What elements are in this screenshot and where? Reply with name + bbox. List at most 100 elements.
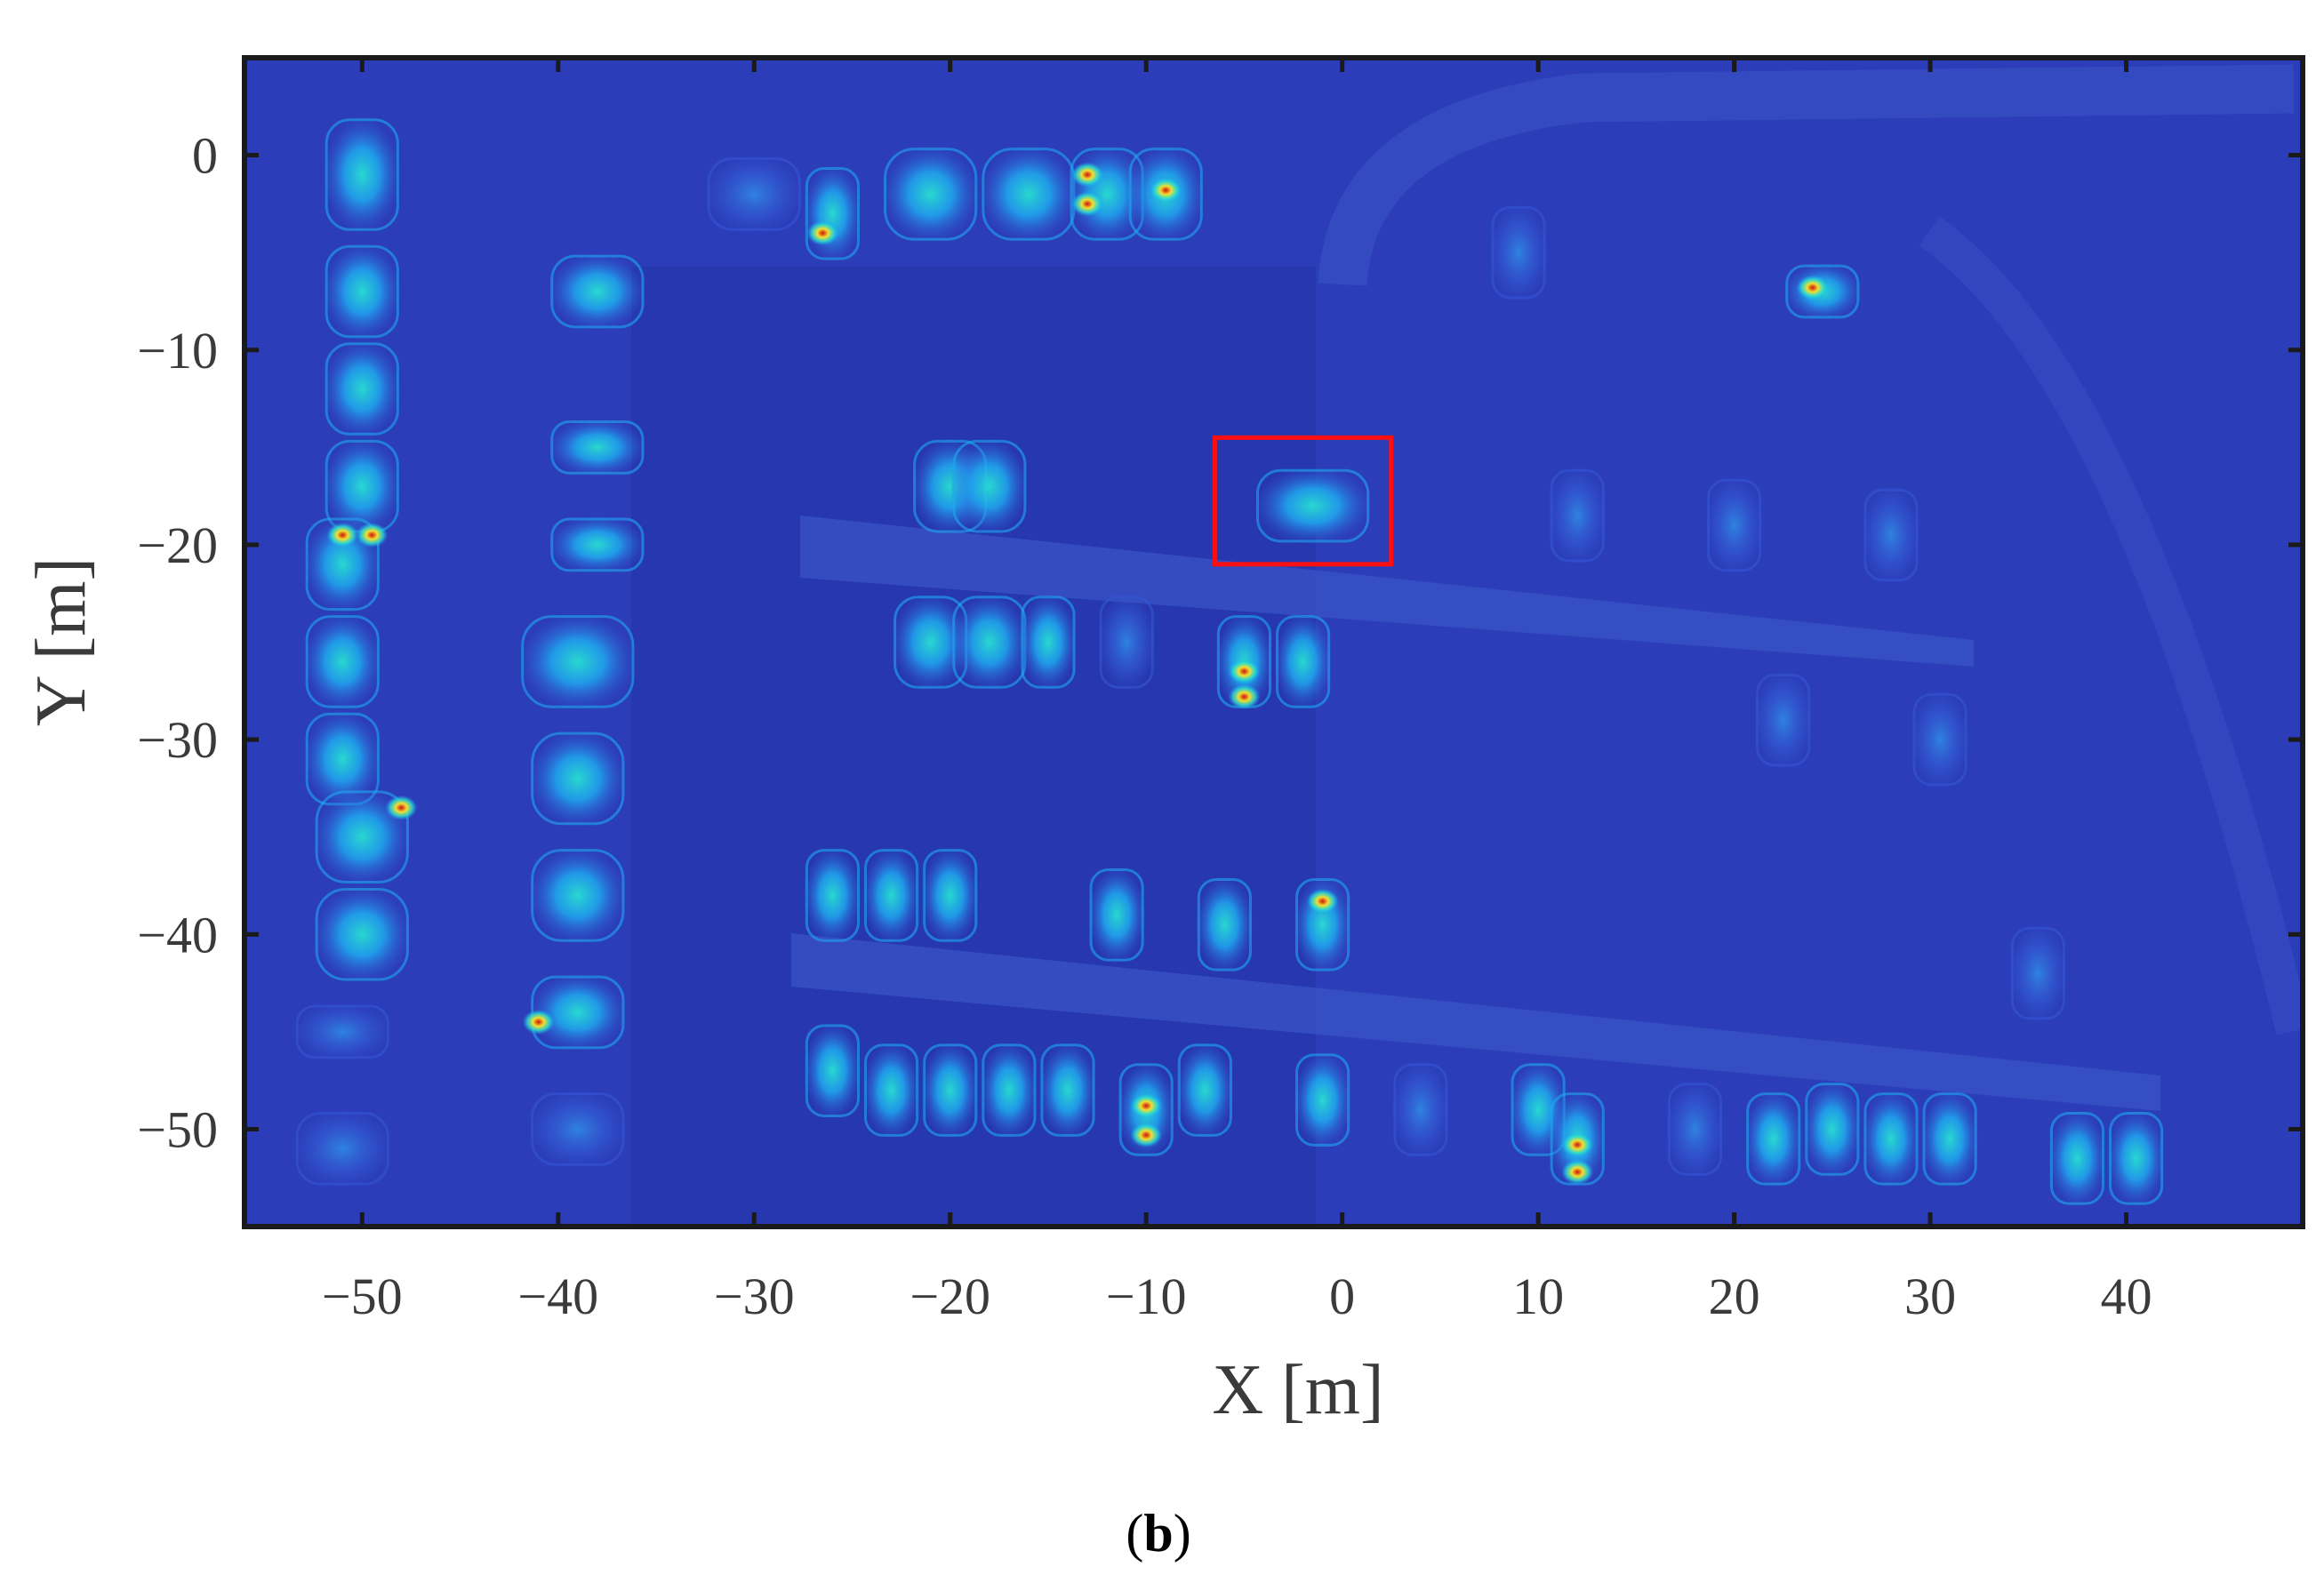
hotspot	[1228, 659, 1261, 684]
vehicle-return	[920, 846, 980, 945]
vehicle-outline	[531, 1092, 625, 1166]
vehicle-return	[1665, 1080, 1725, 1179]
highlight-box	[1212, 435, 1394, 567]
vehicle-outline	[1276, 615, 1331, 708]
vehicle-return	[1195, 875, 1254, 974]
vehicle-return	[323, 437, 402, 535]
hotspot	[1561, 1159, 1594, 1185]
vehicle-return	[1861, 486, 1921, 584]
vehicle-outline	[305, 517, 380, 612]
vehicle-outline	[805, 167, 860, 260]
y-axis-ticks: 0 −10 −20 −30 −40 −50	[137, 127, 2303, 1158]
vehicle-return	[323, 243, 402, 340]
vehicle-return	[891, 593, 970, 692]
vehicle-outline	[325, 342, 399, 436]
vehicle-outline	[1393, 1063, 1448, 1156]
vehicle-outline	[1707, 478, 1762, 572]
vehicle-return	[303, 612, 382, 711]
vehicle-outline	[1040, 1043, 1095, 1137]
vehicle-return	[1038, 1041, 1098, 1139]
radar-scene	[293, 64, 2303, 1227]
vehicle-return	[518, 612, 637, 711]
vehicle-outline	[864, 1043, 919, 1137]
x-tick-label: −50	[322, 1267, 403, 1325]
caption-close: )	[1174, 1504, 1191, 1563]
x-tick-label: 30	[1904, 1267, 1956, 1325]
hotspot	[1071, 191, 1104, 217]
vehicle-outline	[325, 118, 399, 231]
vehicle-outline	[1099, 596, 1154, 689]
hotspot	[1130, 1093, 1163, 1119]
vehicle-outline	[864, 849, 919, 942]
vehicle-outline	[295, 1004, 389, 1059]
vehicle-outline	[1128, 148, 1203, 241]
vehicle-outline	[1550, 468, 1605, 563]
x-tick-label: −10	[1106, 1267, 1187, 1325]
caption-letter: b	[1143, 1504, 1173, 1563]
x-axis-title: X [m]	[1212, 1351, 1383, 1429]
vehicle-return	[950, 437, 1029, 535]
vehicle-return	[548, 516, 646, 574]
vehicle-return	[705, 155, 804, 234]
figure-caption: (b)	[1126, 1504, 1190, 1563]
vehicle-return	[323, 116, 402, 234]
caption-open: (	[1126, 1504, 1143, 1563]
vehicle-return	[881, 145, 980, 244]
vehicle-outline	[1667, 1083, 1723, 1176]
vehicle-returns	[293, 116, 2166, 1208]
vehicle-return	[861, 846, 921, 945]
x-tick-label: −30	[714, 1267, 795, 1325]
vehicle-return	[803, 846, 862, 945]
hotspot	[522, 1009, 555, 1035]
vehicle-return	[803, 164, 862, 263]
vehicle-return	[1254, 467, 1372, 545]
vehicle-return	[1489, 204, 1549, 301]
vehicle-return	[293, 1002, 392, 1061]
vehicle-return	[528, 846, 627, 945]
vehicle-outline	[805, 849, 860, 942]
y-tick-label: −40	[137, 906, 218, 963]
vehicle-outline	[305, 615, 380, 708]
vehicle-outline	[1197, 878, 1252, 971]
y-tick-label: 0	[192, 127, 218, 185]
vehicle-outline	[1295, 1053, 1350, 1147]
vehicle-outline	[550, 420, 645, 475]
vehicle-outline	[805, 1024, 860, 1117]
vehicle-outline	[1863, 488, 1919, 582]
vehicle-return	[1911, 691, 1970, 788]
vehicle-outline	[1021, 596, 1076, 689]
vehicle-return	[979, 1041, 1038, 1139]
road-curve	[1318, 64, 2295, 287]
curb-island-lower	[791, 933, 2160, 1111]
vehicle-outline	[1177, 1043, 1232, 1137]
vehicle-outline	[2049, 1112, 2105, 1205]
road-diagonal	[1919, 216, 2303, 1035]
vehicle-return	[979, 145, 1078, 244]
plot-frame	[242, 55, 2305, 1229]
x-tick-label: 40	[2101, 1267, 2152, 1325]
vehicle-return	[313, 885, 412, 984]
curb-island-upper	[800, 516, 1974, 667]
vehicle-return	[323, 340, 402, 438]
vehicle-outline	[2010, 926, 2065, 1020]
vehicle-outline	[550, 254, 645, 329]
vehicle-outline	[1295, 878, 1350, 971]
strong-scatterers	[326, 162, 1829, 1185]
vehicle-outline	[923, 1043, 978, 1137]
vehicle-outline	[923, 849, 978, 942]
hotspot	[1796, 275, 1829, 300]
vehicle-return	[1293, 1051, 1352, 1149]
x-tick-label: 20	[1709, 1267, 1760, 1325]
vehicle-return	[548, 418, 646, 477]
vehicle-outline	[1255, 468, 1370, 543]
vehicle-return	[293, 1109, 392, 1188]
hotspot	[1150, 178, 1182, 204]
hotspot	[385, 795, 418, 820]
vehicle-return	[1920, 1090, 1980, 1188]
hotspot	[326, 522, 359, 548]
vehicle-outline	[1805, 1083, 1860, 1176]
vehicle-outline	[1756, 673, 1811, 767]
vehicle-outline	[1746, 1092, 1801, 1186]
vehicle-outline	[952, 439, 1027, 533]
hotspot	[1561, 1131, 1594, 1157]
